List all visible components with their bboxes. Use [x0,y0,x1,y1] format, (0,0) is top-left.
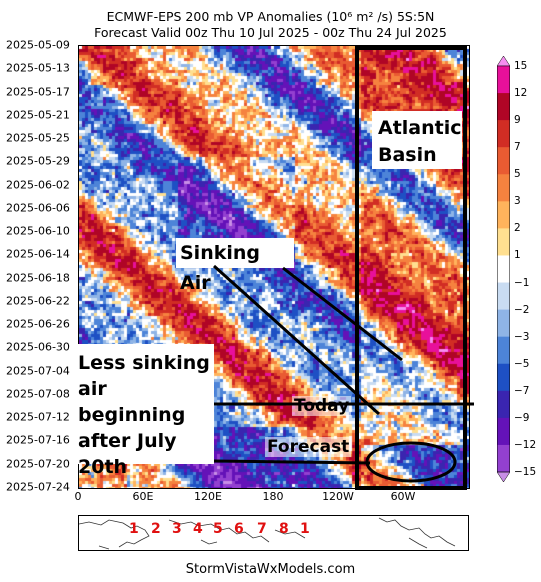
y-tick-label: 2025-07-16 [6,433,70,447]
colorbar-segment [497,282,510,311]
y-tick-label: 2025-07-04 [6,364,70,378]
mjo-phase-number: 8 [279,521,289,537]
colorbar-tick-label: 1 [514,249,521,262]
y-tick-label: 2025-07-20 [6,457,70,471]
mjo-phase-number: 1 [300,521,310,537]
colorbar-tick-label: −3 [514,330,530,343]
chart-title: ECMWF-EPS 200 mb VP Anomalies (10⁶ m² /s… [106,9,435,24]
colorbar-segment [497,336,510,365]
colorbar-tick-label: 15 [514,60,528,72]
colorbar-segment [497,255,510,284]
colorbar-segment [497,93,510,121]
x-tick-label: 120W [322,490,354,503]
colorbar-tick-label: 2 [514,222,521,235]
less-sinking-line1: Less sinking [78,352,210,374]
colorbar-tick-label: −15 [514,466,537,478]
colorbar-segment [497,228,510,256]
y-tick-label: 2025-05-09 [6,38,70,52]
less-sinking-line2: air beginning [78,378,186,426]
mjo-phase-number: 5 [213,521,223,537]
colorbar-tick-label: −2 [514,303,530,316]
colorbar-segment [497,309,510,338]
y-tick-label: 2025-06-26 [6,317,70,331]
colorbar-segment [497,201,510,229]
forecast-label: Forecast [265,437,352,457]
colorbar-segment [497,363,510,392]
y-tick-label: 2025-07-08 [6,387,70,401]
sinking-air-label: Sinking Air [176,238,294,294]
chart-subtitle: Forecast Valid 00z Thu 10 Jul 2025 - 00z… [94,25,447,40]
less-sinking-note: Less sinking air beginning after July 20… [74,344,214,478]
mjo-phase-number: 1 [129,521,139,537]
colorbar-extend-min [497,471,510,482]
sinking-air-arrow-2 [282,266,403,362]
colorbar-tick-label: −12 [514,438,537,451]
colorbar-segment [497,174,510,202]
y-tick-label: 2025-06-14 [6,247,70,261]
colorbar-segment [497,66,510,94]
y-tick-label: 2025-06-22 [6,294,70,308]
x-tick-label: 60E [132,490,154,503]
colorbar [497,56,510,482]
colorbar-frame [497,65,510,473]
y-tick-label: 2025-05-25 [6,131,70,145]
y-tick-label: 2025-06-18 [6,271,70,285]
colorbar-segment [497,444,510,473]
less-sinking-line3: after July [78,430,177,452]
colorbar-segment [497,147,510,175]
colorbar-tick-label: 7 [514,141,521,154]
y-tick-label: 2025-07-24 [6,480,70,494]
colorbar-segment [497,417,510,446]
colorbar-segment [497,390,510,419]
mjo-phase-number: 7 [257,521,267,537]
forecast-pointer [213,459,371,465]
mjo-phase-number: 6 [234,521,244,537]
y-tick-label: 2025-06-10 [6,224,70,238]
y-tick-label: 2025-05-13 [6,61,70,75]
colorbar-tick-label: −9 [514,411,530,424]
colorbar-segment [497,120,510,148]
x-tick-label: 0 [74,490,82,503]
y-tick-label: 2025-06-06 [6,201,70,215]
atlantic-label-line1: Atlantic [378,117,462,139]
x-tick-label: 60W [390,490,416,503]
mjo-phase-number: 4 [193,521,203,537]
colorbar-tick-label: 3 [514,195,521,208]
y-tick-label: 2025-07-12 [6,410,70,424]
mjo-phase-number: 2 [151,521,161,537]
world-map-outline [79,517,456,550]
sinking-air-arrow-1 [212,264,381,416]
y-tick-label: 2025-05-17 [6,85,70,99]
less-sinking-line4: 20th [78,456,128,478]
colorbar-tick-label: −5 [514,357,530,370]
colorbar-tick-label: 9 [514,114,521,127]
today-label: Today [292,396,352,416]
colorbar-extend-max [497,56,510,67]
x-tick-label: 180 [262,490,284,503]
y-tick-label: 2025-05-29 [6,154,70,168]
footer-source: StormVistaWxModels.com [185,562,356,577]
colorbar-tick-label: −1 [514,276,530,289]
y-tick-label: 2025-05-21 [6,108,70,122]
x-tick-label: 120E [194,490,222,503]
atlantic-basin-box [355,46,467,490]
y-tick-label: 2025-06-30 [6,340,70,354]
colorbar-tick-label: 12 [514,87,528,100]
colorbar-tick-label: −7 [514,384,530,397]
y-tick-label: 2025-06-02 [6,178,70,192]
mjo-phase-number: 3 [172,521,182,537]
colorbar-tick-label: 5 [514,168,521,181]
forecast-ellipse [365,441,457,483]
atlantic-basin-label: Atlantic Basin [372,111,462,169]
atlantic-label-line2: Basin [378,144,437,166]
